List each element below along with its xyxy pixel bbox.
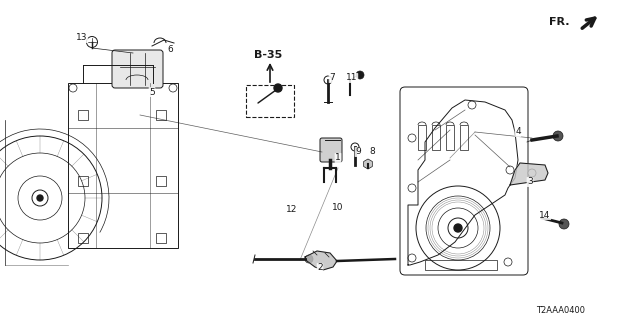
Bar bbox=[78, 110, 88, 120]
Circle shape bbox=[559, 219, 569, 229]
Circle shape bbox=[356, 71, 364, 79]
Polygon shape bbox=[305, 251, 337, 270]
Text: 12: 12 bbox=[286, 205, 298, 214]
Text: T2AAA0400: T2AAA0400 bbox=[536, 306, 585, 315]
Bar bbox=[432, 125, 440, 150]
Bar bbox=[156, 176, 166, 186]
Text: 2: 2 bbox=[317, 263, 323, 273]
Circle shape bbox=[274, 84, 282, 92]
Text: 8: 8 bbox=[369, 148, 375, 156]
Bar bbox=[78, 176, 88, 186]
Bar bbox=[446, 125, 454, 150]
FancyBboxPatch shape bbox=[112, 50, 163, 88]
Circle shape bbox=[528, 169, 536, 177]
Bar bbox=[156, 110, 166, 120]
FancyBboxPatch shape bbox=[320, 138, 342, 162]
Circle shape bbox=[454, 224, 462, 232]
Text: 9: 9 bbox=[355, 148, 361, 156]
Text: 4: 4 bbox=[515, 127, 521, 137]
Bar bbox=[460, 125, 468, 150]
Text: B-35: B-35 bbox=[254, 50, 282, 60]
Bar bbox=[418, 125, 426, 150]
Bar bbox=[156, 233, 166, 243]
Text: FR.: FR. bbox=[550, 17, 570, 27]
Text: 13: 13 bbox=[76, 34, 88, 43]
Text: 11: 11 bbox=[346, 74, 358, 83]
Bar bbox=[78, 233, 88, 243]
Circle shape bbox=[553, 131, 563, 141]
Circle shape bbox=[305, 255, 313, 263]
Text: 7: 7 bbox=[329, 74, 335, 83]
Text: 5: 5 bbox=[149, 87, 155, 97]
Text: 1: 1 bbox=[335, 154, 341, 163]
Text: 14: 14 bbox=[540, 211, 550, 220]
Bar bbox=[425, 260, 497, 270]
Bar bbox=[246, 85, 294, 117]
Text: 10: 10 bbox=[332, 204, 344, 212]
Circle shape bbox=[37, 195, 43, 201]
Text: 3: 3 bbox=[527, 178, 533, 187]
Polygon shape bbox=[510, 163, 548, 185]
Text: 6: 6 bbox=[167, 45, 173, 54]
